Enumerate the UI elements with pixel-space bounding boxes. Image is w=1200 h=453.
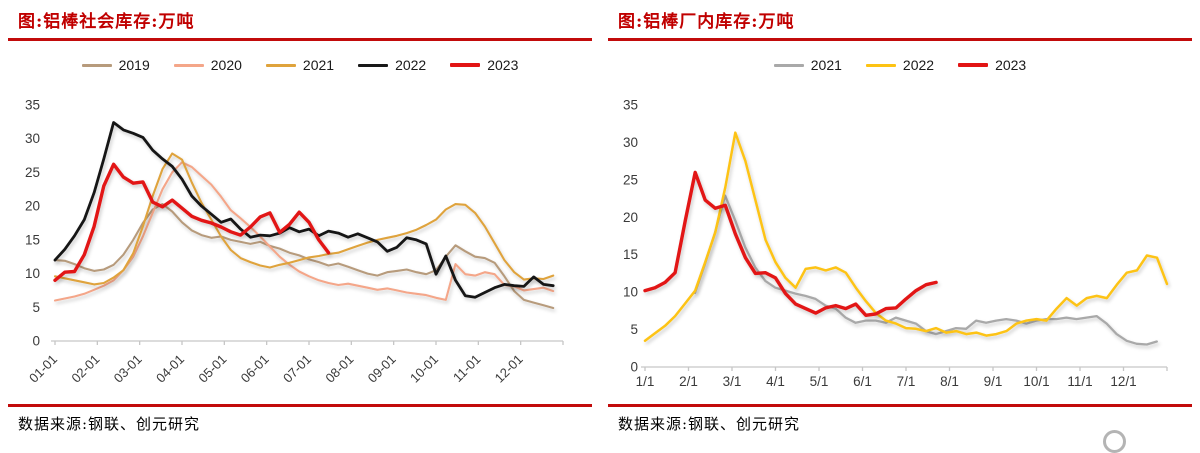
y-axis-label: 25 <box>623 172 638 187</box>
series-2023 <box>643 170 938 317</box>
legend-swatch-2023 <box>450 63 481 67</box>
x-axis-label: 04-01 <box>153 352 187 386</box>
x-axis-label: 12-01 <box>492 352 526 386</box>
legend-label: 2020 <box>210 57 242 73</box>
legend-label: 2021 <box>302 57 335 73</box>
x-axis-label: 2/1 <box>679 374 698 389</box>
legend-swatch-2023 <box>958 63 989 67</box>
y-axis-label: 20 <box>25 199 40 214</box>
chart-title-factory: 图:铝棒厂内库存:万吨 <box>618 12 795 32</box>
x-axis-label: 05-01 <box>195 352 229 386</box>
y-axis-label: 25 <box>25 165 40 180</box>
legend-item-2019: 2019 <box>81 57 150 73</box>
y-axis-label: 5 <box>32 300 40 315</box>
legend-item-2023: 2023 <box>958 57 1026 73</box>
title-divider <box>608 38 1192 41</box>
data-source: 数据来源:钢联、创元研究 <box>618 415 801 433</box>
x-axis-label: 02-01 <box>68 352 102 386</box>
series-2021 <box>53 152 555 286</box>
x-axis-label: 1/1 <box>636 374 655 389</box>
y-axis-label: 5 <box>630 322 638 337</box>
legend-item-2022: 2022 <box>865 57 935 73</box>
x-axis-label: 4/1 <box>766 374 785 389</box>
social-inventory-chart: 0 5 10 15 20 25 30 35 01-01 02-01 03-01 04-01 05-01 0… <box>25 98 564 386</box>
y-axis-label: 15 <box>623 247 638 262</box>
legend-label: 2019 <box>118 57 150 73</box>
data-source: 数据来源:钢联、创元研究 <box>18 415 201 433</box>
title-divider <box>8 38 592 41</box>
x-axis-label: 07-01 <box>280 352 314 386</box>
series-2023 <box>53 162 331 282</box>
legend-item-2022: 2022 <box>358 57 426 73</box>
legend-label: 2022 <box>395 57 427 73</box>
y-axis-label: 10 <box>623 285 638 300</box>
legend-label: 2021 <box>810 57 842 73</box>
y-axis-label: 0 <box>32 334 40 349</box>
social-inventory-panel: 图:铝棒社会库存:万吨 2019 2020 2021 2022 2023 0 5 10 15 2… <box>0 0 600 441</box>
legend-item-2020: 2020 <box>173 57 242 73</box>
factory-inventory-chart: 0 5 10 15 20 25 30 35 1/1 2/1 3/1 4/1 5/1 6/1 7/1 8/1 9/… <box>623 98 1169 389</box>
series-2021 <box>693 194 1158 346</box>
x-axis-label: 11-01 <box>450 352 483 385</box>
legend-swatch-2019 <box>81 63 112 67</box>
y-axis-label: 15 <box>25 232 40 247</box>
legend-social: 2019 2020 2021 2022 2023 <box>0 57 600 73</box>
legend-swatch-2020 <box>173 63 204 67</box>
legend-factory: 2021 2022 2023 <box>600 57 1200 73</box>
x-axis-label: 06-01 <box>238 352 272 386</box>
legend-item-2023: 2023 <box>450 57 518 73</box>
watermark-smudge <box>1103 430 1126 453</box>
series-2019 <box>53 203 555 310</box>
y-axis-label: 10 <box>25 266 40 281</box>
legend-label: 2023 <box>487 57 519 73</box>
footer-divider <box>608 404 1192 407</box>
x-axis-label: 5/1 <box>810 374 829 389</box>
footer-divider <box>8 404 592 407</box>
x-axis-label: 9/1 <box>984 374 1003 389</box>
x-axis-label: 6/1 <box>853 374 872 389</box>
legend-item-2021: 2021 <box>265 57 335 73</box>
legend-label: 2023 <box>995 57 1027 73</box>
x-axis-label: 7/1 <box>897 374 916 389</box>
x-axis-label: 09-01 <box>365 352 399 386</box>
factory-inventory-panel: 图:铝棒厂内库存:万吨 2021 2022 2023 0 5 10 15 20 25 30 35 1… <box>600 0 1200 441</box>
x-axis-label: 08-01 <box>322 352 356 386</box>
x-axis-label: 03-01 <box>111 352 145 386</box>
x-axis-label: 11/1 <box>1067 374 1092 389</box>
legend-item-2021: 2021 <box>773 57 842 73</box>
legend-swatch-2021 <box>773 63 804 67</box>
series-2022 <box>643 131 1169 343</box>
y-axis-label: 35 <box>623 98 638 113</box>
x-axis-label: 8/1 <box>940 374 959 389</box>
x-axis-label: 3/1 <box>723 374 742 389</box>
legend-swatch-2022 <box>358 63 389 67</box>
legend-swatch-2022 <box>865 63 896 67</box>
x-axis-label: 12/1 <box>1110 374 1136 389</box>
legend-label: 2022 <box>902 57 935 73</box>
y-axis-label: 30 <box>25 131 40 146</box>
y-axis-label: 30 <box>623 135 638 150</box>
y-axis-label: 35 <box>25 98 40 113</box>
series-2020 <box>53 161 555 302</box>
x-axis-label: 10/1 <box>1023 374 1049 389</box>
y-axis-label: 20 <box>623 210 638 225</box>
x-axis-label: 01-01 <box>26 352 60 386</box>
y-axis-label: 0 <box>630 360 638 375</box>
chart-title-social: 图:铝棒社会库存:万吨 <box>18 12 195 32</box>
x-axis-label: 10-01 <box>407 352 441 386</box>
legend-swatch-2021 <box>265 63 296 67</box>
series-2022 <box>53 121 555 299</box>
